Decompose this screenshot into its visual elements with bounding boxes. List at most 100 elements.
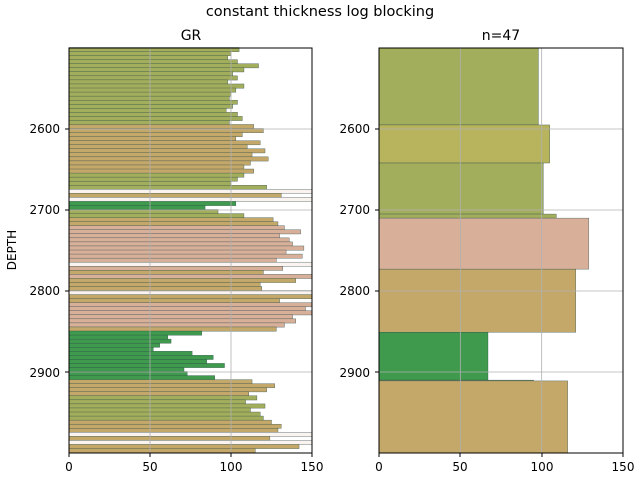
gr-bar <box>68 286 262 291</box>
gr-bar <box>68 197 313 202</box>
gr-bar <box>68 104 233 109</box>
gr-bar <box>68 387 267 393</box>
gr-bar <box>68 355 214 360</box>
gr-bar <box>68 253 303 259</box>
gr-bar <box>68 67 245 73</box>
gr-bar <box>68 168 254 174</box>
gr-bar <box>68 351 193 356</box>
gr-bar <box>68 79 228 85</box>
gr-bar <box>68 298 280 303</box>
blocked-block <box>378 268 577 333</box>
gr-bar <box>68 83 245 89</box>
gr-bar <box>68 375 215 380</box>
gr-bar <box>68 403 266 409</box>
gr-bar <box>68 152 253 158</box>
gr-panel: GR 2600 2700 2800 2900 DEPTH 0 50 100 15… <box>5 28 323 474</box>
blocked-block <box>378 124 550 164</box>
gr-bar <box>68 233 280 239</box>
blocked-y-tick-label: 2600 <box>339 122 370 136</box>
blocked-block <box>378 380 568 454</box>
gr-bar <box>68 213 245 218</box>
gr-y-tick-label: 2600 <box>29 122 60 136</box>
blocked-y-tick-label: 2700 <box>339 203 370 217</box>
gr-bar <box>68 63 259 69</box>
gr-bar <box>68 330 203 336</box>
gr-bar <box>68 294 313 299</box>
gr-bar <box>68 249 287 255</box>
gr-bar <box>68 379 253 384</box>
gr-y-tick-label: 2700 <box>29 203 60 217</box>
gr-bar <box>68 448 256 453</box>
gr-bar <box>68 95 230 101</box>
gr-bar <box>68 241 293 247</box>
gr-bar <box>68 245 305 251</box>
gr-y-tick-label: 2900 <box>29 366 60 380</box>
gr-bar <box>68 432 313 437</box>
gr-bar <box>68 148 266 154</box>
blocked-bars <box>378 47 590 454</box>
gr-bar <box>68 419 272 425</box>
blocked-panel: n=47 2600 2700 2800 2900 0 50 100 150 <box>339 28 634 474</box>
gr-bar <box>68 359 207 364</box>
gr-bar <box>68 144 248 150</box>
gr-bar <box>68 132 243 137</box>
gr-bar <box>68 59 238 65</box>
gr-bar <box>68 201 237 206</box>
gr-bar <box>68 108 227 113</box>
gr-bar <box>68 266 284 271</box>
gr-bar <box>68 176 238 182</box>
gr-bar <box>68 189 313 194</box>
gr-bar <box>68 221 279 227</box>
gr-bar <box>68 172 245 178</box>
gr-bar <box>68 257 277 263</box>
gr-bar <box>68 136 237 141</box>
gr-y-axis: 2600 2700 2800 2900 DEPTH <box>5 122 69 380</box>
gr-bar <box>68 326 277 332</box>
gr-bar <box>68 415 264 421</box>
gr-bar <box>68 314 293 320</box>
blocked-x-tick-label: 150 <box>612 460 635 474</box>
gr-panel-title: GR <box>181 28 202 44</box>
gr-bar <box>68 99 238 105</box>
gr-bar <box>68 302 313 308</box>
gr-bar <box>68 436 271 441</box>
gr-x-tick-label: 50 <box>142 460 157 474</box>
gr-bar <box>68 399 246 405</box>
gr-bar <box>68 87 237 93</box>
gr-bar <box>68 342 160 348</box>
gr-bar <box>68 261 313 267</box>
gr-bar <box>68 205 206 210</box>
gr-bar <box>68 75 238 81</box>
blocked-block <box>378 47 539 126</box>
gr-bar <box>68 363 225 368</box>
gr-bar <box>68 116 243 121</box>
gr-bars <box>68 47 313 453</box>
blocked-plot-frame <box>378 47 624 454</box>
gr-bar <box>68 237 290 243</box>
gr-bar <box>68 428 279 433</box>
blocked-block <box>378 217 590 270</box>
gr-bar <box>68 444 300 449</box>
gr-bar <box>68 229 301 235</box>
blocked-block <box>378 162 544 215</box>
gr-bar <box>68 391 249 397</box>
gr-bar <box>68 71 233 77</box>
gr-bar <box>68 225 285 231</box>
gr-bar <box>68 338 172 344</box>
gr-bar <box>68 217 274 222</box>
gr-bar <box>68 383 275 389</box>
blocked-x-tick-label: 0 <box>375 460 383 474</box>
gr-bar <box>68 367 185 372</box>
gr-bar <box>68 270 264 275</box>
gr-y-axis-label: DEPTH <box>5 230 19 270</box>
gr-bar <box>68 112 238 117</box>
blocked-x-axis: 0 50 100 150 <box>375 453 634 474</box>
blocked-panel-title: n=47 <box>482 28 520 44</box>
gr-bar <box>68 395 258 401</box>
gr-bar <box>68 278 296 283</box>
gr-bar <box>68 193 282 198</box>
gr-bar <box>68 156 269 162</box>
gr-bar <box>68 407 251 413</box>
blocked-y-tick-label: 2900 <box>339 366 370 380</box>
figure-title: constant thickness log blocking <box>206 4 434 20</box>
